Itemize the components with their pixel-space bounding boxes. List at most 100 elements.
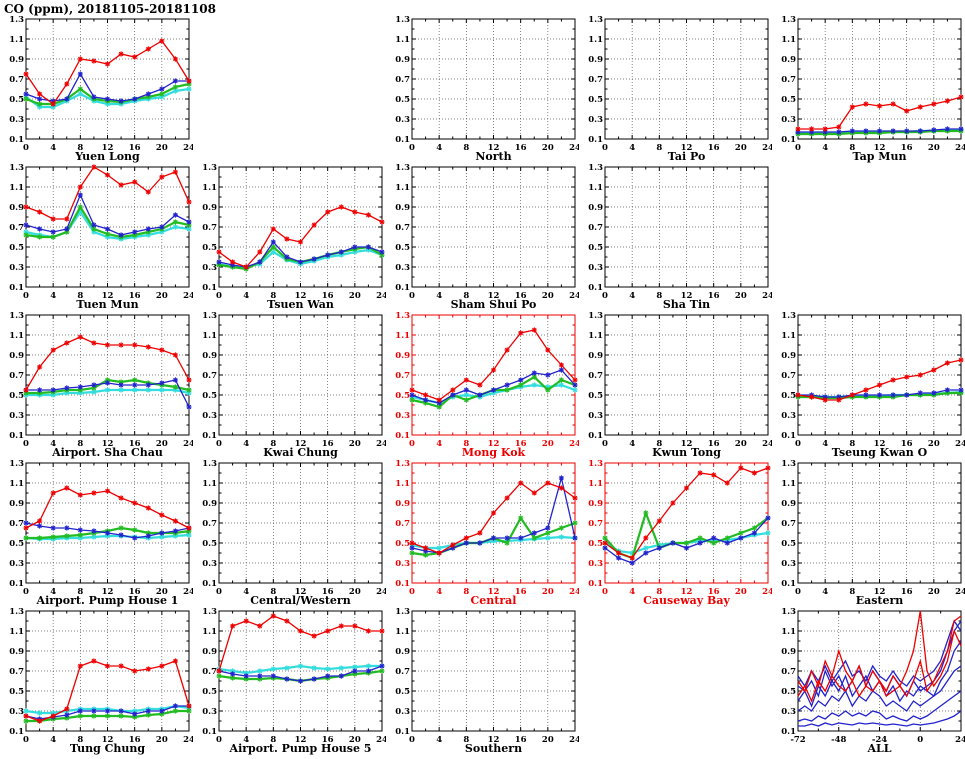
svg-text:8: 8	[849, 587, 855, 597]
svg-text:4: 4	[436, 587, 442, 597]
svg-text:16: 16	[129, 587, 141, 597]
chart-grid-lines	[798, 463, 961, 583]
chart-airport-sha-chau: 0 4 8 12 16 20 24 0.1 0.3 0.5 0.7 0.9 1.1 1.3 Airport…	[9, 311, 195, 459]
chart-tick-labels: 0 4 8 12 16 20 24 0.1 0.3 0.5 0.7 0.9 1.1 1.3	[395, 311, 581, 449]
svg-text:0.5: 0.5	[202, 687, 217, 697]
svg-text:24: 24	[376, 735, 386, 745]
svg-text:1.1: 1.1	[9, 35, 24, 45]
chart-frame	[604, 18, 769, 140]
svg-text:0: 0	[409, 439, 415, 449]
svg-text:0.9: 0.9	[588, 203, 603, 213]
svg-text:12: 12	[295, 587, 307, 597]
svg-text:24: 24	[569, 291, 579, 301]
svg-text:20: 20	[156, 587, 168, 597]
chart-title: Sha Tin	[663, 298, 710, 311]
svg-text:1.3: 1.3	[781, 311, 796, 321]
svg-text:0: 0	[409, 587, 415, 597]
svg-text:4: 4	[629, 587, 635, 597]
svg-text:16: 16	[515, 143, 527, 153]
svg-text:0.9: 0.9	[588, 499, 603, 509]
chart-frame	[797, 18, 962, 140]
chart-cell-sham-shui-po: 0 4 8 12 16 20 24 0.1 0.3 0.5 0.7 0.9 1.1 1.3 Sham Sh…	[386, 163, 581, 311]
svg-text:20: 20	[542, 143, 554, 153]
svg-text:0.1: 0.1	[395, 283, 410, 293]
svg-text:8: 8	[849, 439, 855, 449]
svg-text:12: 12	[295, 735, 307, 745]
svg-text:4: 4	[436, 735, 442, 745]
chart-title: Causeway Bay	[643, 594, 730, 607]
svg-text:1.1: 1.1	[202, 183, 217, 193]
svg-text:0.3: 0.3	[9, 263, 24, 273]
svg-text:1.3: 1.3	[9, 459, 24, 469]
svg-text:12: 12	[488, 439, 500, 449]
svg-text:24: 24	[376, 587, 386, 597]
svg-text:0.1: 0.1	[395, 579, 410, 589]
svg-text:0.9: 0.9	[781, 351, 796, 361]
svg-text:4: 4	[822, 587, 828, 597]
svg-text:0.1: 0.1	[781, 135, 796, 145]
svg-text:8: 8	[656, 587, 662, 597]
chart-grid-lines	[219, 463, 382, 583]
svg-text:0.3: 0.3	[9, 115, 24, 125]
svg-text:0.5: 0.5	[202, 391, 217, 401]
chart-tick-labels: 0 4 8 12 16 20 24 0.1 0.3 0.5 0.7 0.9 1.1 1.3	[202, 459, 388, 597]
svg-text:24: 24	[183, 291, 193, 301]
svg-text:0.3: 0.3	[9, 707, 24, 717]
svg-text:4: 4	[629, 439, 635, 449]
svg-text:20: 20	[735, 587, 747, 597]
chart-frame	[411, 18, 576, 140]
svg-text:0.3: 0.3	[395, 559, 410, 569]
chart-frame	[218, 166, 383, 288]
svg-text:20: 20	[156, 439, 168, 449]
svg-text:1.1: 1.1	[781, 331, 796, 341]
svg-text:0: 0	[409, 291, 415, 301]
svg-text:0: 0	[602, 143, 608, 153]
chart-tuen-mun: 0 4 8 12 16 20 24 0.1 0.3 0.5 0.7 0.9 1.1 1.3 Tuen Mu…	[9, 163, 195, 311]
svg-text:12: 12	[874, 439, 886, 449]
chart-cell-tuen-mun: 0 4 8 12 16 20 24 0.1 0.3 0.5 0.7 0.9 1.1 1.3 Tuen Mu…	[0, 163, 195, 311]
svg-text:24: 24	[183, 587, 193, 597]
svg-text:24: 24	[183, 439, 193, 449]
chart-cell-airport-pump-house-5: 0 4 8 12 16 20 24 0.1 0.3 0.5 0.7 0.9 1.1 1.3 Airport…	[193, 607, 388, 755]
chart-frame	[604, 314, 769, 436]
svg-text:0.1: 0.1	[781, 727, 796, 737]
svg-text:4: 4	[243, 587, 249, 597]
chart-title: Tseung Kwan O	[832, 446, 928, 459]
svg-text:0.7: 0.7	[202, 223, 217, 233]
chart-frame	[25, 610, 190, 732]
svg-text:20: 20	[542, 735, 554, 745]
svg-text:12: 12	[295, 291, 307, 301]
svg-text:0.5: 0.5	[395, 391, 410, 401]
chart-grid-lines	[26, 463, 189, 583]
chart-tick-labels: -72 -48 -24 0 24 0.1 0.3 0.5 0.7 0.9 1.1 1.3	[781, 607, 965, 745]
svg-text:24: 24	[955, 439, 965, 449]
charts-grid: 0 4 8 12 16 20 24 0.1 0.3 0.5 0.7 0.9 1.1 1.3 Yuen Lo…	[0, 15, 965, 755]
svg-text:1.1: 1.1	[202, 331, 217, 341]
chart-frame	[218, 314, 383, 436]
svg-text:24: 24	[569, 143, 579, 153]
svg-text:0: 0	[216, 587, 222, 597]
svg-text:16: 16	[129, 143, 141, 153]
svg-text:0.3: 0.3	[588, 559, 603, 569]
chart-tick-labels: 0 4 8 12 16 20 24 0.1 0.3 0.5 0.7 0.9 1.1 1.3	[202, 311, 388, 449]
svg-text:0.7: 0.7	[9, 223, 24, 233]
chart-mong-kok: 0 4 8 12 16 20 24 0.1 0.3 0.5 0.7 0.9 1.1 1.3 Mong Ko…	[395, 311, 581, 459]
svg-text:12: 12	[681, 587, 693, 597]
svg-text:12: 12	[295, 439, 307, 449]
svg-text:8: 8	[77, 439, 83, 449]
svg-text:20: 20	[928, 439, 940, 449]
chart-series	[797, 610, 962, 727]
svg-text:-48: -48	[831, 735, 846, 745]
svg-text:0.7: 0.7	[395, 667, 410, 677]
chart-tick-labels: 0 4 8 12 16 20 24 0.1 0.3 0.5 0.7 0.9 1.1 1.3	[781, 15, 965, 153]
svg-text:16: 16	[708, 587, 720, 597]
chart-series	[23, 164, 192, 242]
svg-text:16: 16	[901, 439, 913, 449]
chart-grid-lines	[26, 315, 189, 435]
chart-grid-lines	[605, 167, 768, 287]
svg-text:8: 8	[77, 587, 83, 597]
chart-frame	[604, 166, 769, 288]
svg-text:1.3: 1.3	[781, 459, 796, 469]
svg-text:8: 8	[77, 291, 83, 301]
svg-text:1.1: 1.1	[588, 183, 603, 193]
